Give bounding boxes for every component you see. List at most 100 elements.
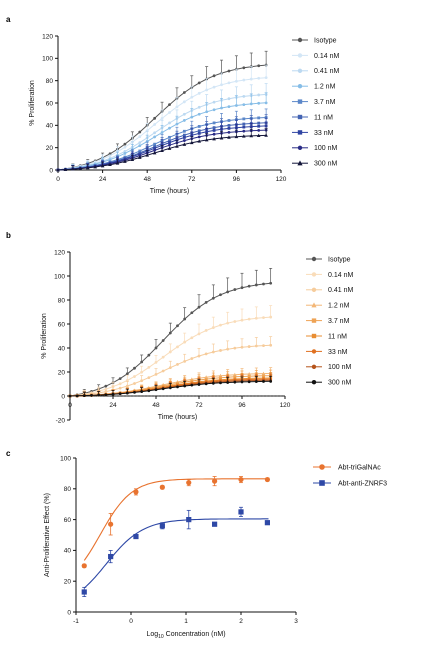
data-point bbox=[227, 119, 231, 122]
y-tick-label: 0 bbox=[61, 393, 65, 400]
data-point bbox=[81, 589, 87, 595]
data-point bbox=[161, 369, 165, 373]
data-point bbox=[197, 383, 201, 386]
data-point bbox=[183, 384, 187, 388]
legend-marker bbox=[311, 302, 317, 308]
x-tick-label: 2 bbox=[239, 618, 243, 625]
data-point bbox=[190, 383, 194, 387]
data-point bbox=[182, 133, 186, 137]
data-point bbox=[175, 122, 179, 126]
legend-label: Abt-anti-ZNRF3 bbox=[338, 480, 387, 487]
x-tick-label: 120 bbox=[276, 176, 287, 183]
x-tick-label: 72 bbox=[195, 402, 203, 409]
x-tick-label: 48 bbox=[152, 402, 160, 409]
data-point bbox=[154, 372, 158, 376]
data-point bbox=[257, 116, 261, 120]
data-point bbox=[204, 300, 208, 304]
data-point bbox=[262, 344, 265, 347]
data-point bbox=[262, 282, 265, 286]
legend: Isotype 0.14 nM 0.41 nM 1.2 nM 3.7 nM 11 nM 33… bbox=[292, 37, 339, 168]
data-point bbox=[123, 145, 127, 149]
data-point bbox=[269, 343, 273, 347]
data-point bbox=[240, 380, 244, 384]
data-point bbox=[242, 134, 246, 138]
data-point bbox=[242, 78, 246, 82]
data-point bbox=[108, 521, 114, 527]
data-point bbox=[211, 326, 215, 329]
x-axis-title: Time (hours) bbox=[150, 188, 189, 195]
data-point bbox=[182, 100, 186, 104]
x-tick-label: 0 bbox=[56, 176, 60, 183]
data-point bbox=[56, 168, 60, 172]
data-point bbox=[153, 145, 157, 149]
x-tick-label: 48 bbox=[144, 176, 152, 183]
fit-curve bbox=[83, 478, 269, 561]
data-point bbox=[227, 130, 231, 134]
data-point bbox=[176, 345, 179, 349]
data-point bbox=[138, 152, 142, 156]
data-point bbox=[212, 121, 216, 125]
data-point bbox=[197, 354, 201, 358]
data-point bbox=[242, 122, 246, 126]
data-point bbox=[226, 347, 230, 351]
data-point bbox=[204, 352, 208, 356]
data-point bbox=[220, 106, 223, 110]
data-point bbox=[257, 128, 261, 132]
data-point bbox=[204, 382, 208, 386]
data-point bbox=[133, 390, 136, 394]
x-tick-label: 1 bbox=[184, 618, 188, 625]
data-point bbox=[190, 140, 194, 145]
data-point bbox=[153, 142, 157, 146]
data-point bbox=[247, 345, 251, 348]
data-point bbox=[161, 355, 165, 359]
fit-curve bbox=[83, 518, 269, 589]
data-point bbox=[153, 148, 157, 152]
data-point bbox=[227, 127, 231, 130]
legend-marker bbox=[311, 318, 317, 323]
data-point bbox=[167, 146, 172, 150]
data-point bbox=[123, 149, 127, 153]
x-tick-label: 120 bbox=[280, 402, 291, 409]
data-point bbox=[182, 142, 187, 146]
data-point bbox=[212, 74, 216, 78]
series-300-nm bbox=[68, 375, 273, 398]
data-point bbox=[81, 563, 87, 569]
data-point bbox=[100, 163, 105, 168]
legend-marker bbox=[311, 364, 317, 369]
data-point bbox=[118, 377, 122, 380]
data-point bbox=[212, 478, 218, 484]
legend-marker bbox=[297, 99, 303, 104]
data-point bbox=[240, 318, 244, 322]
data-point bbox=[108, 553, 114, 560]
legend-label: 0.14 nM bbox=[328, 272, 353, 279]
legend-marker bbox=[311, 380, 317, 385]
data-point bbox=[238, 509, 244, 515]
data-point bbox=[190, 357, 194, 360]
data-point bbox=[183, 340, 187, 344]
legend-label: 1.2 nM bbox=[314, 84, 336, 91]
data-point bbox=[235, 79, 238, 83]
legend-marker bbox=[297, 145, 303, 150]
data-point bbox=[197, 129, 201, 133]
panel-b-chart: -20 0 20 40 60 80 100 120 0 24 48 72 96 120 Time (hour… bbox=[41, 249, 353, 424]
data-point bbox=[235, 104, 238, 107]
data-point bbox=[161, 387, 165, 391]
data-point bbox=[138, 144, 142, 148]
data-point bbox=[233, 375, 237, 379]
data-point bbox=[123, 159, 127, 163]
data-point bbox=[220, 83, 223, 87]
data-point bbox=[240, 286, 244, 290]
panel-b-label: b bbox=[6, 231, 11, 240]
legend-marker bbox=[311, 272, 317, 277]
legend: Abt-triGalNAc Abt-anti-ZNRF3 bbox=[313, 464, 387, 487]
y-tick-label: 20 bbox=[58, 369, 66, 376]
series-300-nm bbox=[56, 128, 268, 172]
data-point bbox=[247, 372, 251, 376]
data-point bbox=[233, 380, 237, 384]
data-point bbox=[233, 320, 237, 323]
data-point bbox=[176, 385, 179, 389]
data-point bbox=[138, 141, 142, 145]
data-point bbox=[227, 135, 231, 139]
legend-label: 33 nM bbox=[314, 130, 334, 137]
